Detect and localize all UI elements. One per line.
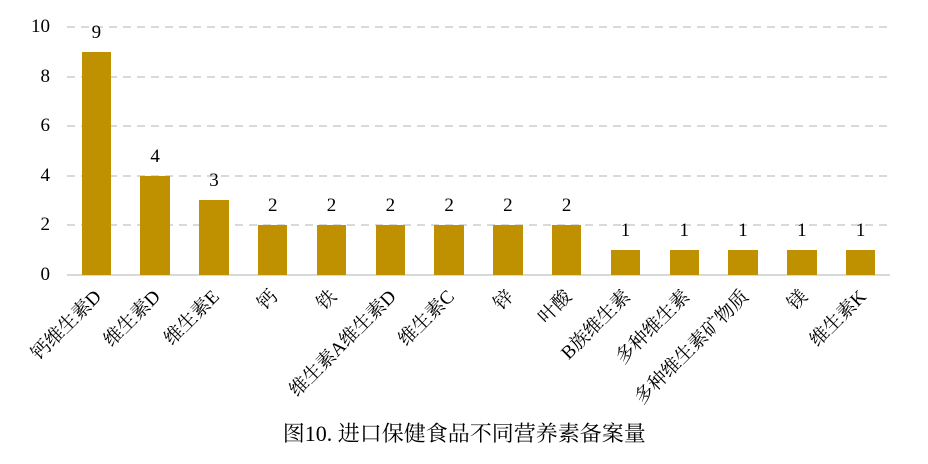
y-tick-label-4: 4	[40, 164, 51, 186]
category-label-维生素C: 维生素C	[394, 286, 459, 351]
value-label-维生素D: 4	[150, 145, 160, 167]
value-label-叶酸: 2	[561, 195, 572, 216]
category-label-维生素E: 维生素E	[160, 286, 224, 350]
value-label-钙: 2	[268, 195, 278, 216]
value-label-维生素K: 1	[855, 219, 866, 241]
bar-叶酸	[551, 225, 582, 275]
gridline-y6	[67, 125, 890, 127]
value-label-B族维生素: 1	[620, 219, 631, 241]
bar-钙维生素D	[81, 51, 112, 275]
bar-维生素D	[140, 175, 170, 275]
bar-钙	[258, 225, 288, 275]
category-label-叶酸: 叶酸	[534, 286, 577, 329]
y-tick-label-10: 10	[31, 16, 50, 38]
value-label-镁: 1	[797, 219, 807, 241]
bar-维生素C	[434, 225, 464, 275]
bar-维生素K	[845, 249, 876, 275]
bar-多种维生素	[669, 249, 699, 275]
category-label-维生素D: 维生素D	[100, 286, 166, 352]
category-label-多种维生素矿物质: 多种维生素矿物质	[630, 286, 753, 409]
value-label-铁: 2	[326, 195, 337, 216]
y-tick-label-0: 0	[40, 263, 51, 285]
category-label-维生素A维生素D: 维生素A维生素D	[285, 286, 401, 402]
bar-铁	[316, 225, 347, 275]
category-label-钙维生素D: 钙维生素D	[27, 286, 107, 365]
gridline-y2	[67, 224, 890, 226]
category-label-镁: 镁	[783, 286, 812, 315]
category-label-维生素K: 维生素K	[805, 286, 871, 352]
gridline-y8	[67, 75, 890, 78]
bar-镁	[787, 249, 817, 275]
category-label-铁: 铁	[313, 286, 342, 315]
value-label-维生素C: 2	[444, 195, 454, 216]
bar-B族维生素	[610, 249, 641, 275]
bar-维生素A维生素D	[375, 225, 406, 275]
x-axis-line	[67, 273, 890, 276]
bar-多种维生素矿物质	[728, 249, 758, 275]
bar-锌	[493, 225, 523, 275]
y-tick-label-2: 2	[40, 214, 51, 236]
category-label-锌: 锌	[489, 286, 518, 315]
bar-维生素E	[199, 200, 229, 275]
y-tick-label-8: 8	[40, 65, 51, 87]
value-label-多种维生素矿物质: 1	[738, 219, 748, 241]
gridline-y4	[67, 174, 890, 177]
chart-title: 图10. 进口保健食品不同营养素备案量	[282, 420, 646, 446]
category-label-钙: 钙	[254, 286, 283, 315]
value-label-多种维生素: 1	[679, 219, 690, 241]
value-label-维生素E: 3	[209, 170, 219, 192]
value-label-钙维生素D: 9	[91, 21, 102, 43]
gridline-y10	[67, 26, 890, 28]
value-label-锌: 2	[503, 195, 513, 216]
y-tick-label-6: 6	[40, 115, 51, 137]
value-label-维生素A维生素D: 2	[385, 195, 396, 216]
